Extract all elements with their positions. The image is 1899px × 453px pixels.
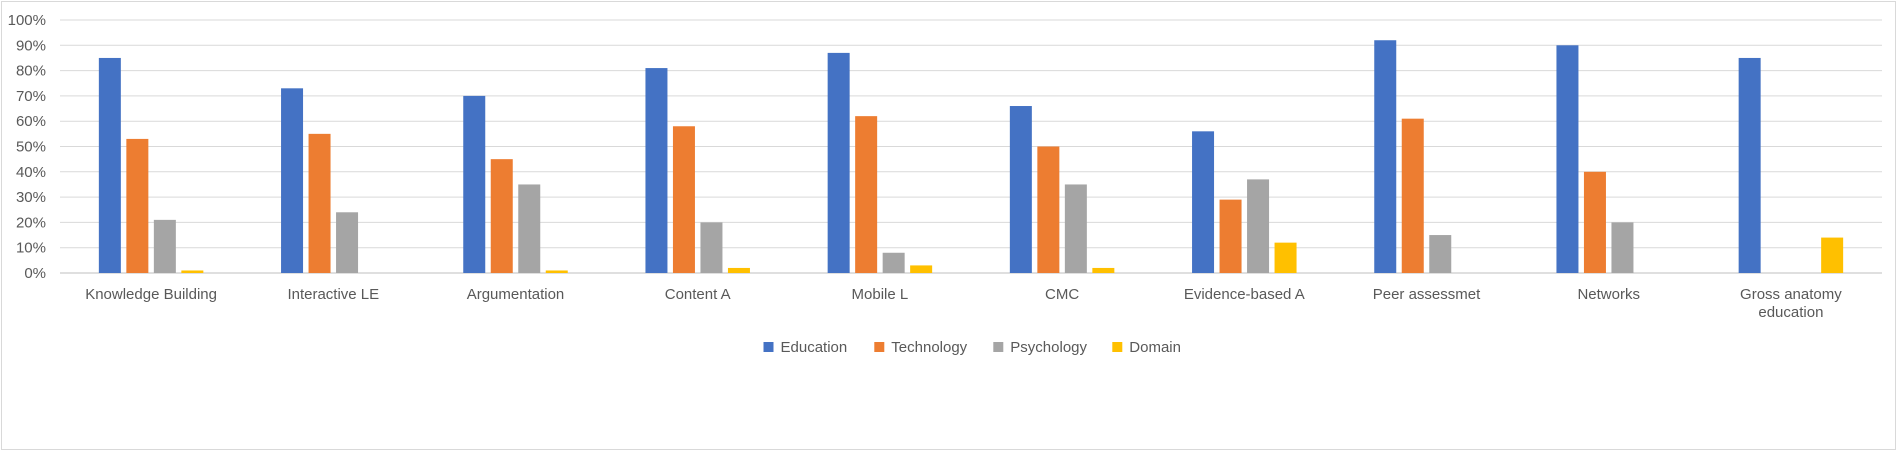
bar-psychology xyxy=(1611,222,1634,273)
legend-label-domain: Domain xyxy=(1129,339,1181,356)
y-tick-label: 10% xyxy=(16,240,46,257)
bar-psychology xyxy=(336,212,359,273)
y-tick-label: 30% xyxy=(16,189,46,206)
bar-domain xyxy=(181,270,204,273)
bar-technology xyxy=(490,159,513,273)
bar-education xyxy=(827,52,850,273)
bar-domain xyxy=(727,267,750,273)
legend-label-education: Education xyxy=(781,339,848,356)
bar-technology xyxy=(1219,199,1242,273)
legend-label-technology: Technology xyxy=(891,339,967,356)
bar-technology xyxy=(308,133,331,273)
x-category-label: Argumentation xyxy=(467,286,565,303)
bar-education xyxy=(1556,45,1579,273)
bar-technology xyxy=(126,138,149,273)
x-axis-categories: Knowledge Building Interactive LE Argument… xyxy=(85,286,1842,321)
x-category-label: Peer assessmet xyxy=(1373,286,1481,303)
x-category-label: Networks xyxy=(1577,286,1640,303)
x-category-label: Mobile L xyxy=(852,286,909,303)
bar-domain xyxy=(1821,237,1844,273)
bar-psychology xyxy=(882,252,905,273)
y-tick-label: 20% xyxy=(16,214,46,231)
bar-psychology xyxy=(518,184,541,273)
y-tick-label: 50% xyxy=(16,139,46,156)
bar-education xyxy=(1738,57,1761,274)
legend-swatch-domain xyxy=(1112,342,1123,352)
x-category-label: Evidence-based A xyxy=(1184,286,1305,303)
bar-technology xyxy=(1401,118,1424,273)
bar-technology xyxy=(1583,171,1606,273)
x-category-label: CMC xyxy=(1045,286,1079,303)
y-tick-label: 90% xyxy=(16,37,46,54)
bar-psychology xyxy=(1247,179,1270,273)
bar-domain xyxy=(910,265,933,273)
legend-label-psychology: Psychology xyxy=(1010,339,1087,356)
y-tick-label: 100% xyxy=(8,12,46,29)
bar-technology xyxy=(1037,146,1060,273)
legend-swatch-technology xyxy=(874,342,885,352)
bar-psychology xyxy=(1064,184,1087,273)
legend: Education Technology Psychology Domain xyxy=(763,339,1181,356)
x-category-label: Content A xyxy=(665,286,731,303)
bar-technology xyxy=(855,116,878,273)
bar-psychology xyxy=(1429,235,1452,273)
bar-education xyxy=(1374,40,1397,273)
bar-domain xyxy=(545,270,568,273)
bar-education xyxy=(98,57,121,274)
bar-education xyxy=(463,95,486,274)
bar-education xyxy=(645,68,668,273)
grid-layer xyxy=(60,19,1882,274)
bar-psychology xyxy=(700,222,723,273)
bar-psychology xyxy=(153,219,176,273)
bar-domain xyxy=(1274,242,1297,273)
bars xyxy=(98,40,1844,274)
x-category-label: Interactive LE xyxy=(287,286,379,303)
y-axis-ticks: 0% 10% 20% 30% 40% 50% 60% 70% 80% 90% 100% xyxy=(8,12,46,282)
bar-education xyxy=(281,88,304,273)
y-tick-label: 0% xyxy=(24,265,46,282)
y-tick-label: 80% xyxy=(16,63,46,80)
legend-swatch-education xyxy=(763,342,774,352)
bar-technology xyxy=(672,126,695,273)
bar-education xyxy=(1192,131,1215,273)
y-tick-label: 60% xyxy=(16,113,46,130)
bar-education xyxy=(1009,106,1032,274)
legend-swatch-psychology xyxy=(993,342,1004,352)
y-tick-label: 70% xyxy=(16,88,46,105)
bar-domain xyxy=(1092,267,1115,273)
x-category-label: Gross anatomy education xyxy=(1740,286,1842,321)
x-category-label: Knowledge Building xyxy=(85,286,217,303)
y-tick-label: 40% xyxy=(16,164,46,181)
